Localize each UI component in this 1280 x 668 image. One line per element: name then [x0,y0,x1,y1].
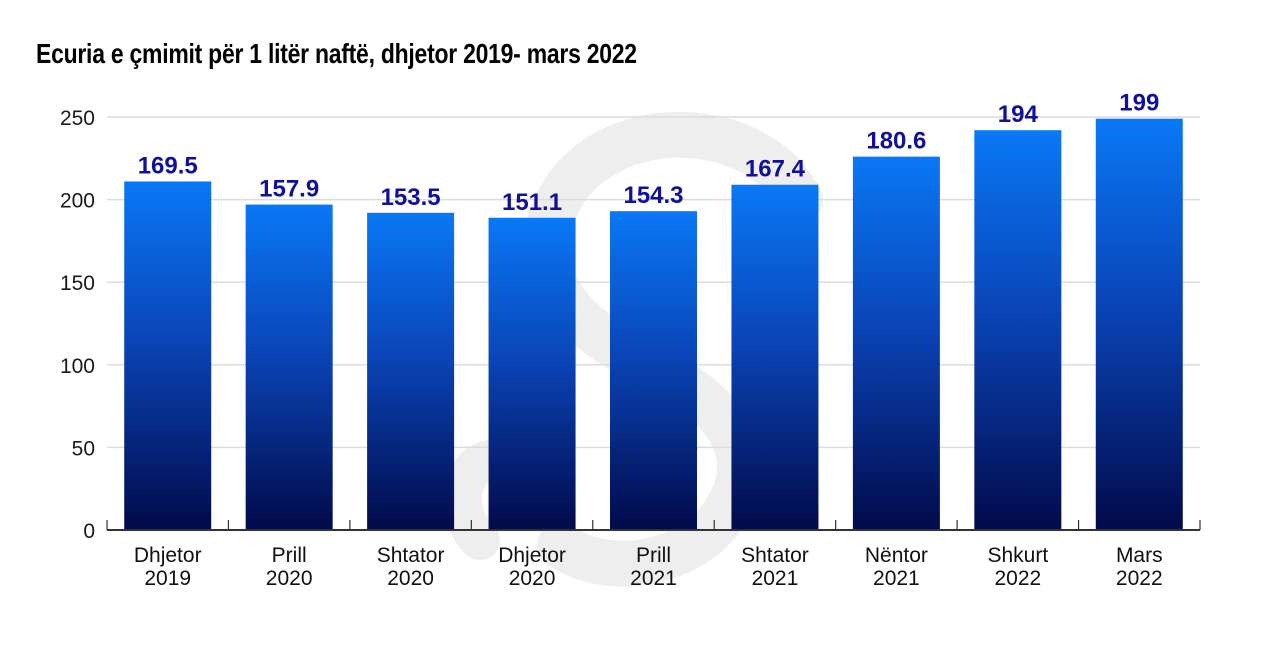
x-category-label: 2020 [266,567,313,590]
bar [488,217,576,530]
x-category-label: 2019 [144,567,191,590]
data-label: 157.9 [259,176,319,203]
x-category-label: Dhjetor [498,544,566,567]
data-label: 194 [998,101,1039,128]
bar [124,181,212,531]
y-tick-label: 200 [60,190,95,213]
chart-title: Ecuria e çmimit për 1 litër naftë, dhjet… [36,38,637,69]
bar [731,184,819,530]
data-label: 153.5 [381,184,441,211]
bar [367,212,455,531]
bar [974,130,1062,530]
x-category-label: Shtator [377,544,445,567]
y-tick-label: 100 [60,355,95,378]
x-category-label: Dhjetor [134,544,202,567]
bar [852,156,940,530]
y-tick-label: 250 [60,107,95,130]
bar [1095,118,1183,530]
bar [610,211,697,530]
x-category-label: 2022 [994,567,1041,590]
y-tick-label: 50 [72,437,95,460]
data-label: 151.1 [502,189,562,216]
x-category-label: 2021 [873,567,920,590]
x-category-label: 2022 [1116,567,1163,590]
x-category-label: 2021 [752,567,799,590]
x-category-label: 2020 [387,567,434,590]
x-category-label: Shtator [741,544,809,567]
data-label: 180.6 [866,128,926,155]
x-category-label: Prill [272,544,307,567]
data-label: 199 [1119,90,1159,117]
x-category-label: Prill [636,544,671,567]
data-label: 167.4 [745,156,806,183]
x-category-label: Mars [1116,544,1163,567]
bar [245,204,333,530]
x-category-label: 2020 [509,567,556,590]
x-category-label: Shkurt [987,544,1048,567]
y-tick-label: 150 [60,272,95,295]
data-label: 169.5 [138,152,198,179]
y-tick-label: 0 [83,520,95,543]
data-label: 154.3 [623,182,683,209]
x-category-label: Nëntor [865,544,928,567]
x-category-label: 2021 [630,567,677,590]
